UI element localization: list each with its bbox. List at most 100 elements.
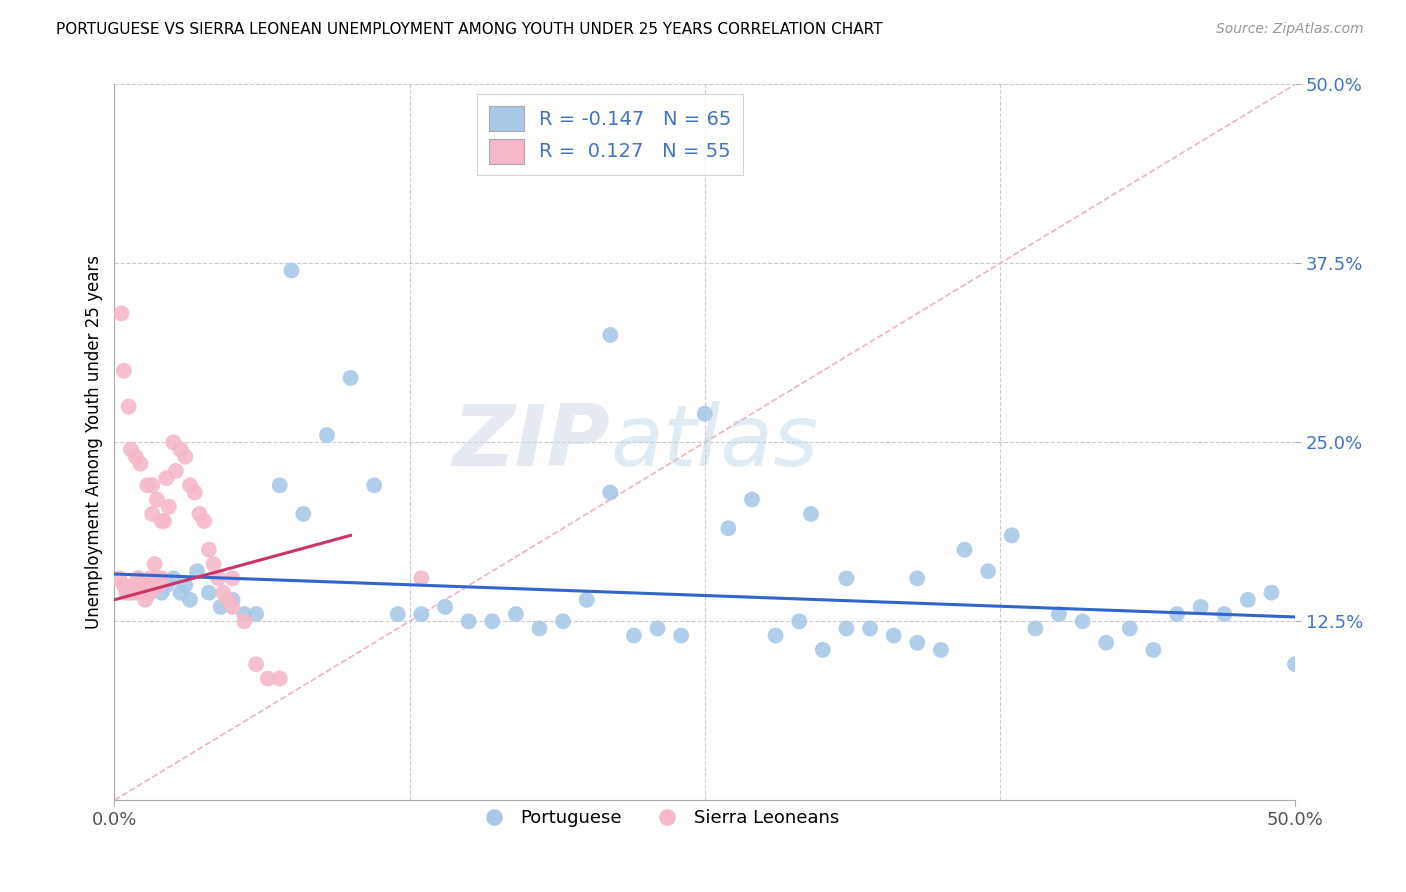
Legend: Portuguese, Sierra Leoneans: Portuguese, Sierra Leoneans (468, 802, 846, 834)
Point (127, 571, 149, 585)
Point (221, 599, 243, 614)
Point (575, 592, 598, 607)
Point (905, 636, 928, 650)
Point (141, 478, 163, 492)
Point (129, 578, 152, 592)
Point (339, 371, 361, 385)
Y-axis label: Unemployment Among Youth under 25 years: Unemployment Among Youth under 25 years (86, 255, 103, 630)
Point (741, 492, 763, 507)
Point (717, 521, 740, 535)
Point (127, 571, 149, 585)
Point (599, 485, 621, 500)
Point (122, 578, 145, 592)
Point (117, 400, 139, 414)
Point (269, 672, 291, 686)
Point (1142, 643, 1164, 657)
Point (233, 607, 256, 621)
Point (859, 622, 882, 636)
Text: ZIP: ZIP (453, 401, 610, 483)
Point (146, 578, 169, 592)
Point (179, 478, 201, 492)
Point (162, 571, 184, 585)
Point (292, 507, 315, 521)
Point (883, 629, 905, 643)
Point (139, 585, 162, 599)
Point (112, 364, 135, 378)
Point (150, 571, 173, 585)
Point (132, 585, 155, 599)
Point (146, 492, 169, 507)
Point (207, 571, 229, 585)
Point (198, 542, 221, 557)
Point (129, 457, 152, 471)
Point (150, 514, 173, 528)
Point (108, 571, 131, 585)
Point (977, 564, 1000, 578)
Point (233, 614, 256, 628)
Point (316, 428, 339, 442)
Point (136, 578, 159, 592)
Point (835, 622, 858, 636)
Point (551, 614, 574, 628)
Point (481, 614, 503, 628)
Point (280, 263, 302, 277)
Point (165, 464, 187, 478)
Point (363, 478, 385, 492)
Text: atlas: atlas (610, 401, 818, 483)
Point (136, 478, 159, 492)
Point (134, 592, 156, 607)
Point (1001, 528, 1024, 542)
Point (198, 585, 221, 599)
Point (202, 557, 225, 571)
Point (411, 571, 433, 585)
Point (800, 507, 823, 521)
Point (143, 557, 166, 571)
Point (139, 585, 162, 599)
Point (1284, 657, 1306, 672)
Point (139, 571, 162, 585)
Point (669, 629, 692, 643)
Point (209, 599, 232, 614)
Point (150, 585, 173, 599)
Point (1166, 607, 1188, 621)
Point (174, 450, 197, 464)
Point (153, 514, 176, 528)
Point (217, 592, 239, 607)
Point (835, 571, 858, 585)
Point (122, 585, 145, 599)
Point (245, 657, 267, 672)
Point (434, 599, 457, 614)
Point (127, 585, 149, 599)
Point (787, 614, 810, 628)
Point (188, 507, 211, 521)
Point (457, 614, 479, 628)
Point (1071, 614, 1094, 628)
Point (221, 571, 243, 585)
Point (124, 578, 146, 592)
Point (110, 306, 132, 320)
Point (174, 578, 197, 592)
Point (124, 450, 146, 464)
Point (1024, 622, 1046, 636)
Point (765, 629, 787, 643)
Point (148, 578, 170, 592)
Point (141, 507, 163, 521)
Point (623, 629, 645, 643)
Point (647, 622, 669, 636)
Point (169, 585, 191, 599)
Point (1260, 585, 1282, 599)
Point (120, 585, 142, 599)
Text: PORTUGUESE VS SIERRA LEONEAN UNEMPLOYMENT AMONG YOUTH UNDER 25 YEARS CORRELATION: PORTUGUESE VS SIERRA LEONEAN UNEMPLOYMEN… (56, 22, 883, 37)
Point (387, 607, 409, 621)
Point (953, 542, 976, 557)
Point (1095, 636, 1118, 650)
Point (120, 442, 142, 457)
Point (155, 578, 177, 592)
Point (257, 672, 280, 686)
Point (117, 585, 139, 599)
Point (169, 442, 191, 457)
Point (1237, 592, 1260, 607)
Point (505, 607, 527, 621)
Point (411, 607, 433, 621)
Point (157, 500, 180, 514)
